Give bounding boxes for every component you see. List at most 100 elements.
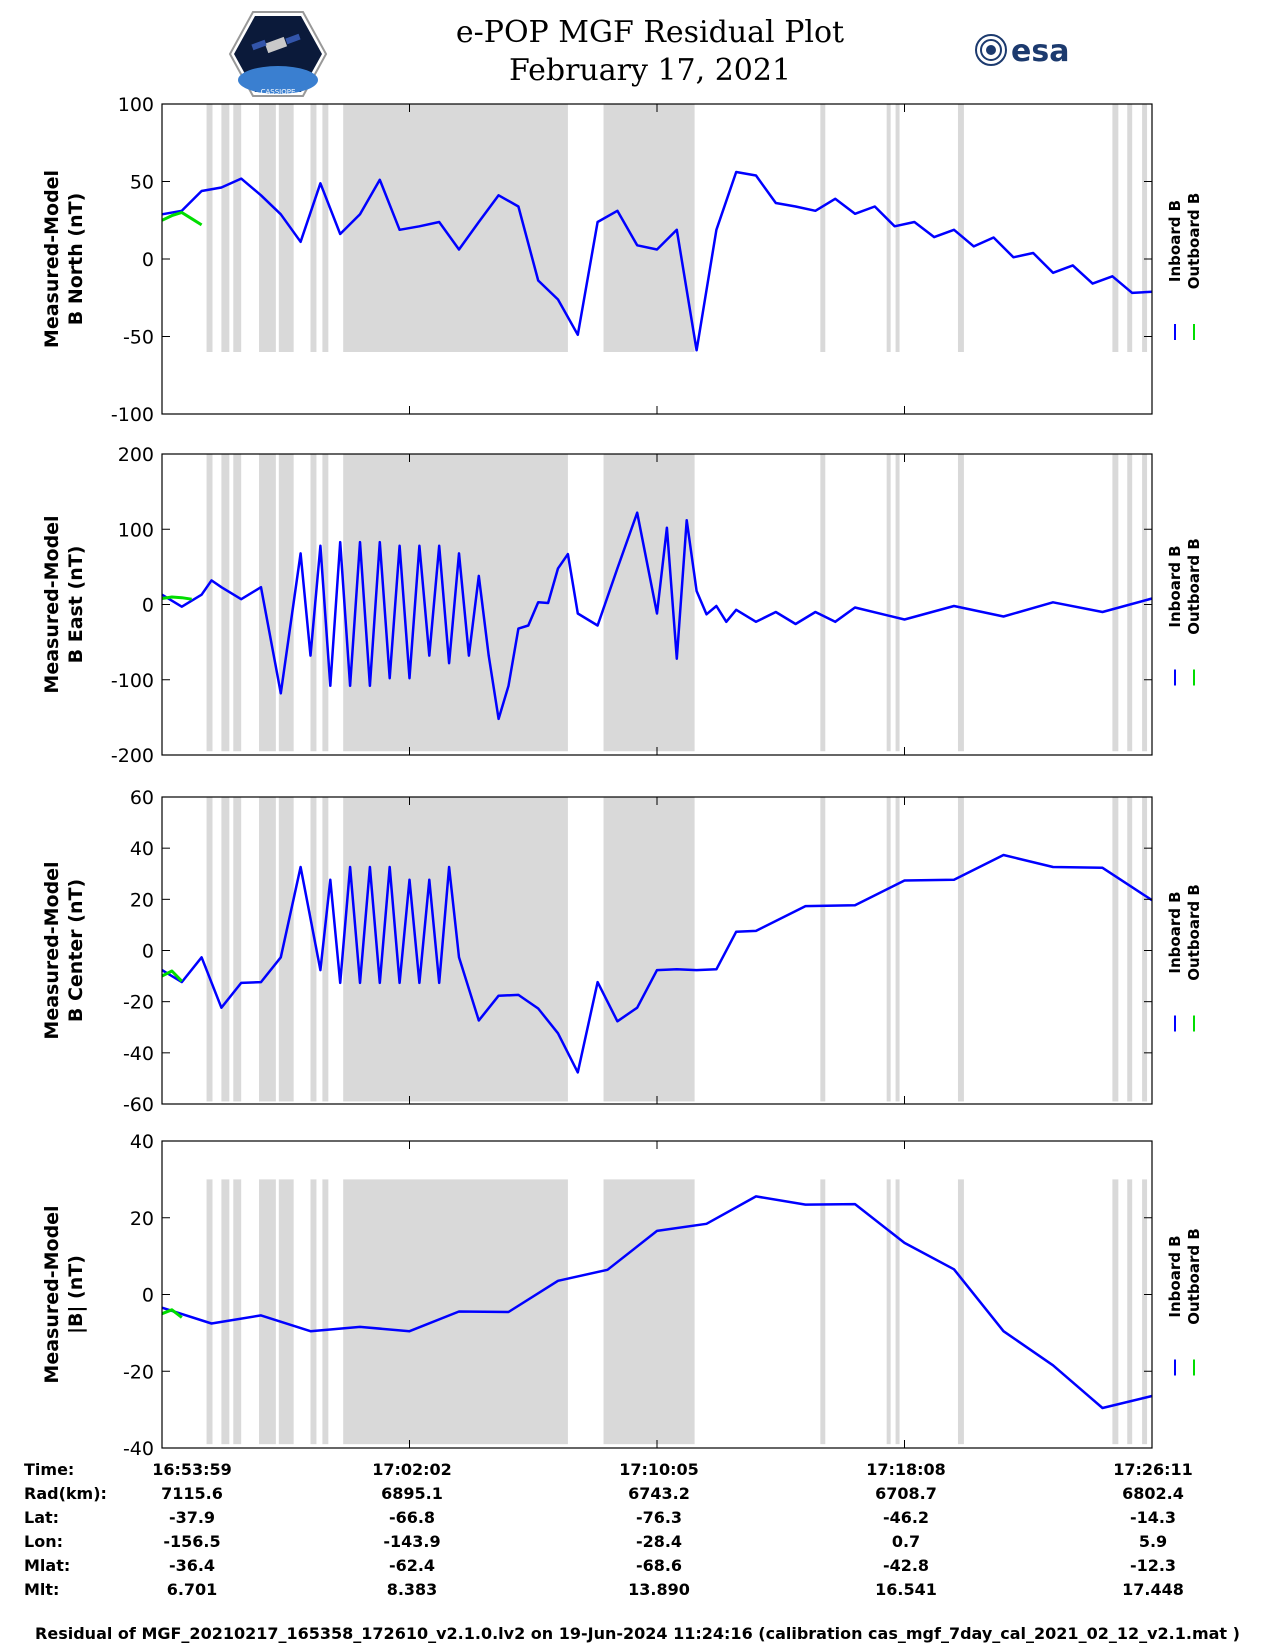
info-value: 16:53:59 [152, 1460, 232, 1479]
cassiope-logo: CASSIOPE [228, 11, 328, 97]
outboard-series-line [161, 1308, 183, 1319]
y-tick-label: 40 [130, 838, 154, 860]
shaded-interval [957, 797, 964, 1102]
legend-outboard-label: Outboard B [1185, 538, 1203, 635]
info-value: 13.890 [628, 1580, 690, 1599]
info-value: -28.4 [635, 1532, 683, 1551]
shaded-interval [895, 1179, 900, 1445]
y-tick-label: -60 [123, 1094, 154, 1116]
shaded-interval [259, 797, 276, 1102]
shaded-interval [221, 797, 230, 1102]
y-tick-label: 40 [130, 1131, 154, 1153]
y-tick-label: -20 [123, 992, 154, 1014]
inboard-series-line [161, 511, 1153, 721]
info-value: -42.8 [882, 1556, 930, 1575]
legend-outboard-label: Outboard B [1185, 193, 1203, 290]
info-row-time: Time: 16:53:59 17:02:02 17:10:05 17:18:0… [0, 1460, 1275, 1484]
info-value: -66.8 [388, 1508, 436, 1527]
info-value: 7115.6 [161, 1484, 223, 1503]
info-value: 17:26:11 [1113, 1460, 1193, 1479]
shaded-interval [278, 797, 294, 1102]
shaded-interval [206, 454, 213, 752]
shaded-interval [322, 1179, 329, 1445]
shaded-interval [1142, 797, 1148, 1102]
shaded-interval [603, 797, 695, 1102]
inboard-series-line [161, 853, 1153, 1074]
shaded-interval [221, 454, 230, 752]
y-tick-label: 20 [130, 1208, 154, 1230]
shaded-interval [1142, 1179, 1148, 1445]
shaded-interval [206, 1179, 213, 1445]
outboard-series-line [161, 595, 192, 601]
shaded-interval [310, 454, 317, 752]
info-value: 6802.4 [1122, 1484, 1184, 1503]
info-row-lon: Lon: -156.5 -143.9 -28.4 0.7 5.9 [0, 1532, 1275, 1556]
legend-inboard-label: Inboard B [1166, 200, 1184, 282]
shaded-interval [603, 104, 695, 352]
shaded-interval [233, 104, 242, 352]
legend-outboard-label: Outboard B [1185, 1228, 1203, 1325]
info-value: -14.3 [1129, 1508, 1177, 1527]
shaded-interval [820, 454, 826, 752]
shaded-interval [259, 454, 276, 752]
footer-caption: Residual of MGF_20210217_165358_172610_v… [35, 1624, 1240, 1643]
y-tick-label: -100 [111, 670, 154, 692]
shaded-interval [603, 1179, 695, 1445]
legend-outboard-label: Outboard B [1185, 884, 1203, 981]
info-label: Mlt: [24, 1580, 60, 1599]
y-tick-label: -40 [123, 1438, 154, 1460]
shaded-interval [310, 1179, 317, 1445]
info-label: Lon: [24, 1532, 63, 1551]
title-block: e-POP MGF Residual Plot February 17, 202… [380, 14, 920, 90]
y-tick-label: 0 [142, 595, 154, 617]
y-tick-label: 0 [142, 941, 154, 963]
shaded-interval [895, 797, 900, 1102]
info-value: -46.2 [882, 1508, 930, 1527]
y-tick-label: 100 [118, 519, 154, 541]
shaded-interval [886, 797, 891, 1102]
inboard-series-line [161, 170, 1153, 352]
info-row-rad: Rad(km): 7115.6 6895.1 6743.2 6708.7 680… [0, 1484, 1275, 1508]
outboard-series-line [161, 969, 183, 983]
info-value: 6.701 [166, 1580, 218, 1599]
inboard-series-line [161, 1195, 1153, 1410]
shaded-interval [322, 797, 329, 1102]
shaded-interval [259, 104, 276, 352]
y-axis-label: Measured-Model [41, 515, 63, 693]
shaded-interval [1142, 104, 1148, 352]
legend-inboard-label: Inboard B [1166, 545, 1184, 627]
info-label: Mlat: [24, 1556, 71, 1575]
y-tick-label: -50 [123, 327, 154, 349]
y-tick-label: 200 [118, 444, 154, 466]
shaded-interval [1112, 797, 1119, 1102]
shaded-interval [1127, 454, 1133, 752]
shaded-interval [233, 454, 242, 752]
y-axis-label: Measured-Model [41, 1205, 63, 1383]
y-tick-label: 100 [118, 94, 154, 116]
legend-inboard-label: Inboard B [1166, 1235, 1184, 1317]
y-tick-label: -200 [111, 745, 154, 767]
shaded-interval [895, 104, 900, 352]
shaded-interval [957, 104, 964, 352]
shaded-interval [221, 104, 230, 352]
shaded-interval [278, 1179, 294, 1445]
shaded-interval [886, 104, 891, 352]
plot-title: e-POP MGF Residual Plot [455, 15, 845, 50]
shaded-interval [820, 104, 826, 352]
y-tick-label: -40 [123, 1043, 154, 1065]
shaded-interval [886, 1179, 891, 1445]
info-value: 0.7 [891, 1532, 921, 1551]
shaded-interval [1112, 1179, 1119, 1445]
y-axis-label: B Center (nT) [65, 879, 87, 1022]
outboard-series-line [161, 211, 203, 227]
y-axis-label: |B| (nT) [65, 1255, 87, 1334]
y-tick-label: -20 [123, 1361, 154, 1383]
y-axis-label: B East (nT) [65, 546, 87, 664]
info-value: -76.3 [635, 1508, 683, 1527]
shaded-interval [957, 1179, 964, 1445]
shaded-interval [1112, 104, 1119, 352]
info-value: 6895.1 [381, 1484, 443, 1503]
y-axis-label: Measured-Model [41, 861, 63, 1039]
shaded-interval [233, 797, 242, 1102]
